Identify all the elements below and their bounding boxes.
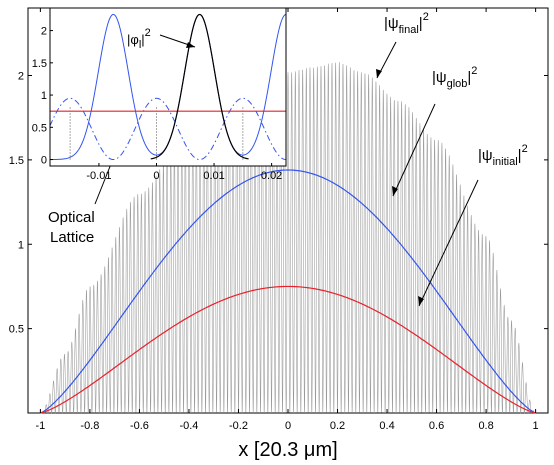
x-tick-label: 0.8 — [478, 420, 493, 432]
inset-y-tick-label: 0 — [41, 155, 47, 167]
phi-sup: 2 — [145, 27, 151, 39]
inset-y-tick-label: 1 — [41, 90, 47, 102]
svg-text:|ψglob|2: |ψglob|2 — [432, 65, 477, 90]
svg-text:|ψinitial|2: |ψinitial|2 — [478, 143, 528, 168]
inset-x-tick-label: 0.01 — [203, 170, 224, 182]
inset-series-phi-l — [150, 13, 249, 160]
inset-data-layer — [49, 13, 287, 161]
x-tick-label: -0.2 — [229, 420, 248, 432]
x-tick-label: -0.4 — [179, 420, 198, 432]
x-tick-label: 0.2 — [330, 420, 345, 432]
x-axis-label: x [20.3 μm] — [238, 439, 337, 461]
annotation-phi: |φl|2 — [127, 27, 196, 51]
inset-axis-ticks: -0.01 0 0.01 0.02 0 0.5 1 1.5 2 — [32, 26, 283, 182]
phi-base: |φ — [127, 32, 139, 47]
psi-glob-sup: 2 — [471, 65, 477, 77]
optical-lattice-label-line2: Lattice — [50, 229, 94, 246]
inset-x-tick-label: 0 — [153, 170, 159, 182]
psi-final-sub: final — [399, 24, 419, 36]
y-tick-label: 2 — [18, 71, 24, 83]
phi-sub: l — [139, 39, 141, 51]
series-psi-initial-line — [40, 285, 536, 414]
annotation-psi-glob: |ψglob|2 — [392, 65, 477, 197]
psi-initial-base: |ψ — [478, 147, 493, 164]
psi-glob-base: |ψ — [432, 69, 447, 86]
x-tick-label: -0.8 — [80, 420, 99, 432]
x-tick-label: -0.6 — [130, 420, 149, 432]
optical-lattice-label-line1: Optical — [48, 209, 95, 226]
psi-final-sup: 2 — [423, 11, 429, 23]
x-tick-label: 0.4 — [379, 420, 394, 432]
y-tick-label: 1.5 — [9, 155, 24, 167]
x-tick-label: 0.6 — [429, 420, 444, 432]
inset-series-optical-lattice — [49, 97, 287, 161]
svg-text:|φl|2: |φl|2 — [127, 27, 151, 51]
series-psi-glob-line — [40, 169, 536, 414]
inset-y-tick-label: 1.5 — [32, 58, 47, 70]
main-axis-ticks: -1 -0.8 -0.6 -0.4 -0.2 0 0.2 0.4 0.6 0.8 1 0.5 1 1.5 2 — [9, 8, 548, 432]
inset-background — [50, 8, 286, 166]
inset-plot-frame — [49, 7, 287, 167]
psi-final-base: |ψ — [384, 15, 399, 32]
x-tick-label: 0 — [285, 420, 291, 432]
y-tick-label: 1 — [18, 239, 24, 251]
inset-y-tick-label: 2 — [41, 26, 47, 38]
psi-glob-sub: glob — [447, 78, 468, 90]
psi-initial-sup: 2 — [522, 143, 528, 155]
main-data-layer — [40, 62, 536, 414]
psi-initial-sub: initial — [493, 156, 518, 168]
x-tick-label: 1 — [533, 420, 539, 432]
y-tick-label: 0.5 — [9, 324, 24, 336]
series-psi-final-line — [40, 62, 536, 414]
annotation-psi-initial: |ψinitial|2 — [418, 143, 528, 307]
annotation-optical-lattice: Optical Lattice — [44, 153, 116, 246]
annotation-psi-final: |ψfinal|2 — [376, 11, 429, 79]
svg-text:|ψfinal|2: |ψfinal|2 — [384, 11, 429, 36]
inset-y-tick-label: 0.5 — [32, 122, 47, 134]
inset-x-tick-label: -0.01 — [86, 170, 111, 182]
inset-x-tick-label: 0.02 — [261, 170, 282, 182]
x-tick-label: -1 — [35, 420, 45, 432]
